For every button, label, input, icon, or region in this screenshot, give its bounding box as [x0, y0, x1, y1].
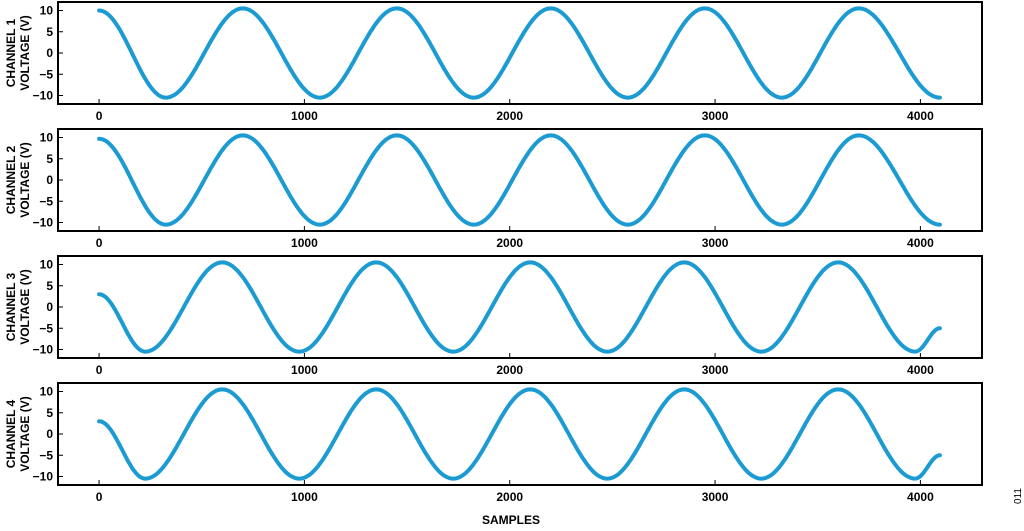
- y-tick-label: −5: [39, 67, 53, 81]
- x-axis-title: SAMPLES: [482, 513, 540, 527]
- y-tick-label: 5: [46, 406, 53, 420]
- x-tick-label: 1000: [291, 490, 318, 504]
- y-axis-title-channel: CHANNEL 2: [4, 145, 18, 214]
- x-tick-label: 2000: [496, 109, 523, 123]
- x-tick-label: 4000: [907, 363, 934, 377]
- x-tick-label: 1000: [291, 236, 318, 250]
- plot-frame: [57, 382, 983, 486]
- y-tick-label: 5: [46, 152, 53, 166]
- y-tick-label: −10: [33, 89, 54, 103]
- x-tick-label: 4000: [907, 109, 934, 123]
- x-tick-label: 2000: [496, 363, 523, 377]
- y-tick-label: 0: [46, 46, 53, 60]
- plot-frame: [57, 255, 983, 359]
- y-tick-label: 0: [46, 427, 53, 441]
- y-tick-label: −5: [39, 448, 53, 462]
- y-axis-title-voltage: VOLTAGE (V): [18, 142, 32, 218]
- y-tick-label: 10: [40, 385, 54, 399]
- chart-panel-1: 10 5 0 −5 −10 0 1000 2000 3000 4000 CHANNEL 1 VOLTA…: [4, 1, 983, 123]
- y-tick-label: 5: [46, 25, 53, 39]
- y-axis-title-channel: CHANNEL 4: [4, 399, 18, 468]
- y-tick-label: 10: [40, 4, 54, 18]
- x-tick-label: 0: [96, 109, 103, 123]
- x-tick-label: 1000: [291, 363, 318, 377]
- chart-panel-4: 10 5 0 −5 −10 0 1000 2000 3000 4000 CHANNEL 4 VOLTA…: [4, 382, 983, 504]
- x-tick-label: 3000: [702, 363, 729, 377]
- x-tick-label: 3000: [702, 490, 729, 504]
- y-axis-title-voltage: VOLTAGE (V): [18, 15, 32, 91]
- x-tick-label: 4000: [907, 490, 934, 504]
- y-tick-label: 5: [46, 279, 53, 293]
- figure-id-label: 011: [1013, 488, 1024, 504]
- x-tick-label: 1000: [291, 109, 318, 123]
- x-tick-label: 3000: [702, 109, 729, 123]
- series-line-channel-1: [97, 6, 942, 100]
- y-axis-title-channel: CHANNEL 3: [4, 272, 18, 341]
- x-tick-label: 2000: [496, 236, 523, 250]
- series-line-channel-2: [97, 133, 942, 227]
- series-line-channel-4: [97, 387, 942, 481]
- y-tick-label: 10: [40, 131, 54, 145]
- y-tick-label: −10: [33, 216, 54, 230]
- x-tick-label: 2000: [496, 490, 523, 504]
- series-line-channel-3: [97, 260, 942, 354]
- x-tick-label: 4000: [907, 236, 934, 250]
- x-tick-label: 0: [96, 236, 103, 250]
- y-tick-label: −5: [39, 321, 53, 335]
- y-tick-label: 10: [40, 258, 54, 272]
- y-tick-label: −5: [39, 194, 53, 208]
- y-axis-title-voltage: VOLTAGE (V): [18, 396, 32, 472]
- x-tick-label: 3000: [702, 236, 729, 250]
- y-tick-label: −10: [33, 470, 54, 484]
- y-axis-title-channel: CHANNEL 1: [4, 18, 18, 87]
- y-tick-label: −10: [33, 343, 54, 357]
- y-tick-label: 0: [46, 300, 53, 314]
- x-tick-label: 0: [96, 363, 103, 377]
- x-tick-label: 0: [96, 490, 103, 504]
- chart-panel-3: 10 5 0 −5 −10 0 1000 2000 3000 4000 CHANNEL 3 VOLTA…: [4, 255, 983, 377]
- y-axis-title-voltage: VOLTAGE (V): [18, 269, 32, 345]
- chart-panel-2: 10 5 0 −5 −10 0 1000 2000 3000 4000 CHANNEL 2 VOLTA…: [4, 128, 983, 250]
- y-tick-label: 0: [46, 173, 53, 187]
